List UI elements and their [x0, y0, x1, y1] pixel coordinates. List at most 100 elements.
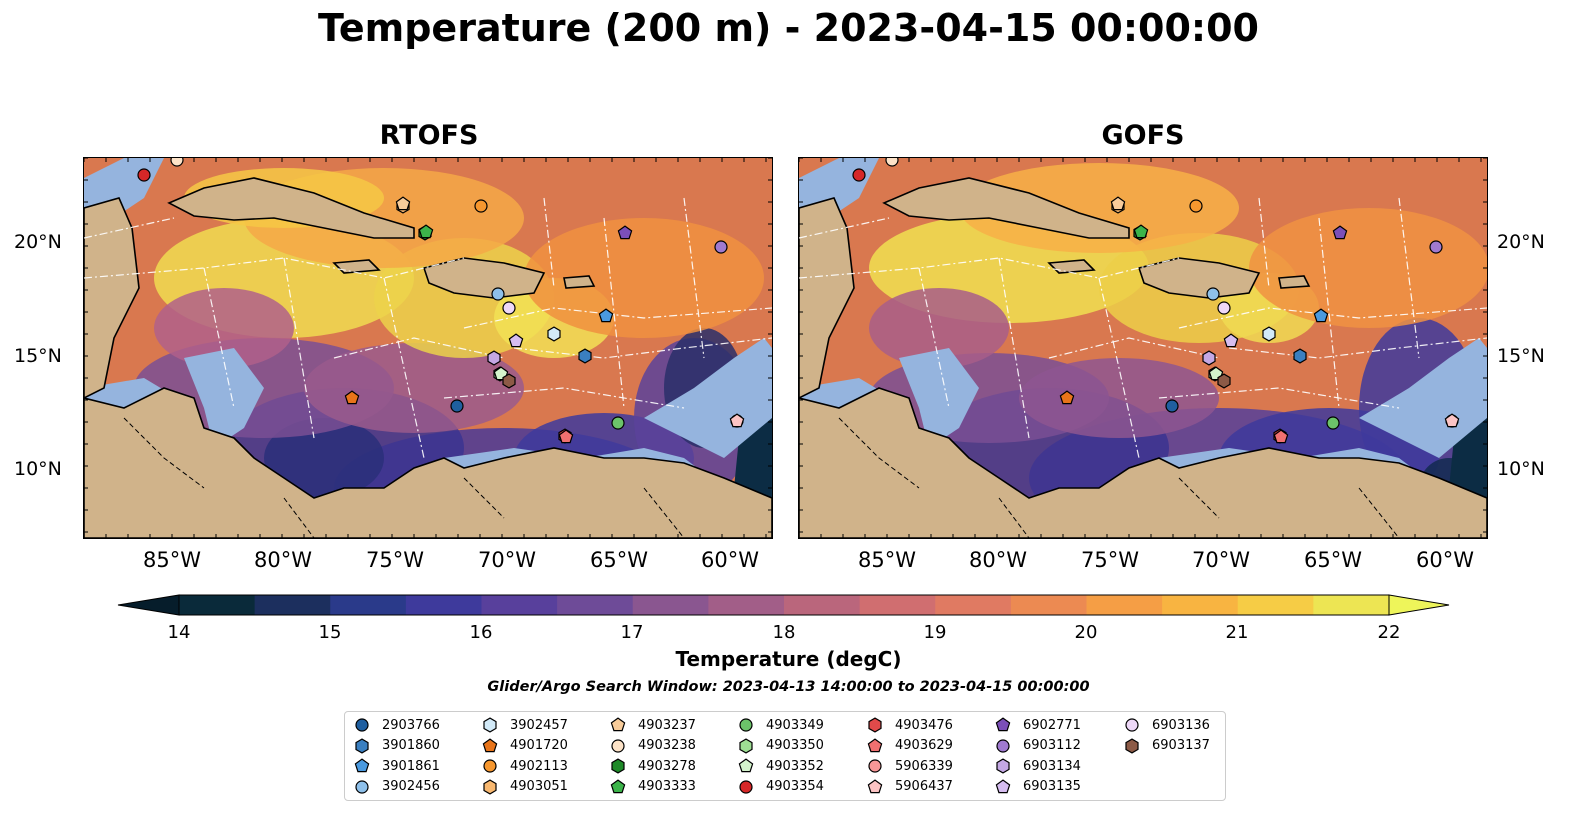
- colorbar-tick: 22: [1377, 622, 1401, 643]
- float-marker: [868, 717, 882, 733]
- colorbar-tick: 14: [167, 622, 191, 643]
- legend-label: 4903352: [766, 758, 824, 774]
- legend-label: 6903136: [1152, 717, 1210, 733]
- float-marker: [137, 168, 151, 182]
- float-marker: [1223, 333, 1239, 348]
- legend-marker-icon: [868, 717, 882, 733]
- float-marker: [867, 778, 883, 793]
- legend-item: 6903137: [1123, 736, 1210, 756]
- legend-item: 4903278: [609, 756, 696, 776]
- eez-boundary: [1258, 197, 1270, 289]
- legend-item: 3901860: [353, 736, 440, 756]
- legend-item: 4902113: [481, 756, 568, 776]
- lat-label-right: 15°N: [1497, 345, 1545, 367]
- legend-item: 2903766: [353, 715, 440, 735]
- legend-label: 4903333: [638, 779, 696, 794]
- float-marker: [610, 717, 626, 732]
- float-marker: [491, 287, 505, 301]
- south-america-central-america-land: [84, 387, 772, 538]
- country-border: [998, 497, 1030, 538]
- eez-boundary: [1048, 337, 1220, 359]
- legend-label: 5906437: [895, 779, 953, 794]
- lat-label-right: 10°N: [1497, 458, 1545, 480]
- temperature-patch: [1019, 358, 1219, 438]
- legend-label: 6903137: [1152, 738, 1210, 753]
- float-marker: [344, 390, 360, 405]
- float-marker: [729, 413, 745, 428]
- float-marker: [482, 737, 498, 752]
- float-marker: [355, 718, 369, 732]
- legend-marker-icon: [611, 758, 625, 774]
- country-border: [283, 497, 315, 538]
- yucatan-land: [84, 197, 140, 399]
- float-marker: [610, 778, 626, 793]
- float-marker: [354, 758, 370, 773]
- legend-marker-icon: [1125, 718, 1139, 732]
- float-marker: [598, 308, 614, 323]
- float-marker: [1326, 416, 1340, 430]
- float-marker: [1429, 240, 1443, 254]
- legend-label: 3902457: [510, 717, 568, 733]
- legend-marker-icon: [867, 778, 883, 793]
- legend-item: 6903136: [1123, 715, 1210, 735]
- lon-label: 75°W: [366, 548, 424, 572]
- eez-boundary: [998, 257, 1030, 439]
- float-marker: [1262, 326, 1276, 342]
- continental-shelf: [1359, 338, 1487, 458]
- legend-marker-icon: [995, 717, 1011, 732]
- float-marker: [995, 778, 1011, 793]
- lon-label: 80°W: [254, 548, 312, 572]
- float-marker: [867, 737, 883, 752]
- legend-label: 4903350: [766, 738, 824, 753]
- temperature-patch: [304, 343, 524, 433]
- float-marker: [1125, 718, 1139, 732]
- legend-item: 4903238: [609, 736, 696, 756]
- legend-marker-icon: [996, 758, 1010, 774]
- legend-label: 4903051: [510, 779, 568, 794]
- float-marker: [474, 199, 488, 213]
- legend-marker-icon: [355, 737, 369, 754]
- float-marker: [1206, 287, 1220, 301]
- float-marker: [1217, 301, 1231, 315]
- cuba-land: [882, 177, 1130, 239]
- legend-label: 3902456: [382, 779, 440, 794]
- south-america-central-america-land: [799, 387, 1487, 538]
- eez-boundary: [84, 257, 465, 279]
- search-window-text: Glider/Argo Search Window: 2023-04-13 14…: [487, 679, 1090, 695]
- float-marker: [502, 373, 516, 389]
- float-marker: [1059, 390, 1075, 405]
- legend-label: 4903349: [766, 717, 824, 733]
- float-marker: [170, 158, 184, 167]
- legend-label: 4903476: [895, 717, 953, 733]
- float-marker: [483, 778, 497, 795]
- main-title: Temperature (200 m) - 2023-04-15 00:00:0…: [317, 6, 1259, 50]
- map-rtofs-svg: [84, 158, 772, 538]
- float-marker: [508, 333, 524, 348]
- legend-item: 6903134: [994, 756, 1081, 776]
- float-marker: [487, 350, 501, 366]
- lat-label-left: 15°N: [14, 345, 62, 367]
- legend-label: 4902113: [510, 758, 568, 774]
- float-marker: [395, 196, 411, 211]
- continental-shelf: [899, 348, 979, 448]
- legend-item: 3902456: [353, 777, 440, 797]
- legend-marker-icon: [1125, 737, 1139, 754]
- float-marker: [995, 717, 1011, 732]
- legend-item: 5906437: [866, 777, 953, 797]
- colorbar: [117, 594, 1450, 616]
- float-marker: [483, 759, 497, 773]
- country-border: [1358, 487, 1400, 538]
- temperature-patch: [869, 288, 1009, 368]
- legend-marker-icon: [482, 737, 498, 752]
- country-border: [1178, 477, 1220, 519]
- legend-marker-icon: [483, 717, 497, 733]
- eez-boundary: [513, 337, 772, 359]
- float-marker: [450, 399, 464, 413]
- lat-label-left: 10°N: [14, 458, 62, 480]
- temperature-patch: [959, 163, 1239, 253]
- float-marker: [611, 738, 625, 753]
- legend-item: 4901720: [481, 736, 568, 756]
- yucatan-land: [799, 197, 855, 399]
- float-marker: [1332, 225, 1348, 240]
- lat-label-left: 20°N: [14, 231, 62, 253]
